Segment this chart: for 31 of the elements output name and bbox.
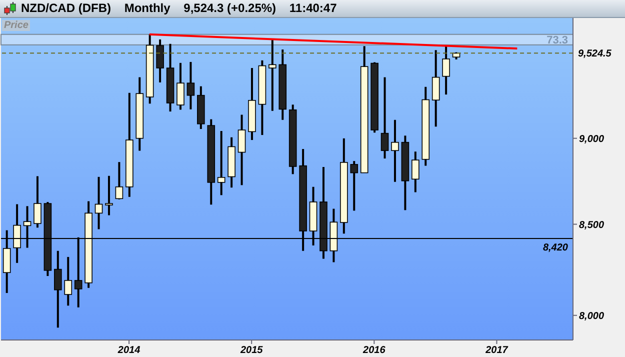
candlestick: [380, 76, 389, 160]
y-tick-label: 8,000: [579, 310, 604, 322]
candlestick: [268, 38, 276, 112]
candlestick: [186, 60, 195, 110]
ref-line-label: 8,420: [542, 242, 568, 254]
candlestick: [94, 176, 103, 230]
candlestick: [412, 150, 420, 194]
candlestick: [442, 44, 450, 96]
candlestick: [34, 175, 42, 229]
band-label: 73.3: [546, 34, 568, 47]
chart-subtitle: Monthly 9,524.3 (+0.25%) 11:40:47: [124, 1, 337, 15]
x-tick-label: 2015: [239, 345, 264, 356]
x-tick-label: 2014: [116, 345, 141, 356]
candlestick: [64, 256, 72, 307]
chart-title: NZD/CAD (DFB): [21, 1, 111, 15]
y-tick-label: 9,000: [579, 134, 604, 145]
candlestick: [54, 250, 62, 329]
y-axis-title: Price: [2, 20, 30, 31]
candlestick: [350, 160, 358, 212]
ref-line-label: 9,524.5: [578, 48, 612, 60]
candlestick: [105, 174, 113, 216]
candlestick: [217, 130, 226, 196]
candlestick: [115, 161, 124, 200]
x-tick-label: 2016: [362, 345, 386, 356]
candlestick: [391, 118, 399, 183]
candlestick: [176, 62, 184, 111]
candlestick: [156, 38, 164, 84]
candlestick: [432, 49, 440, 128]
x-tick-label: 2017: [484, 345, 508, 356]
y-tick-label: 8,500: [579, 220, 604, 231]
candlestick: [238, 114, 246, 186]
